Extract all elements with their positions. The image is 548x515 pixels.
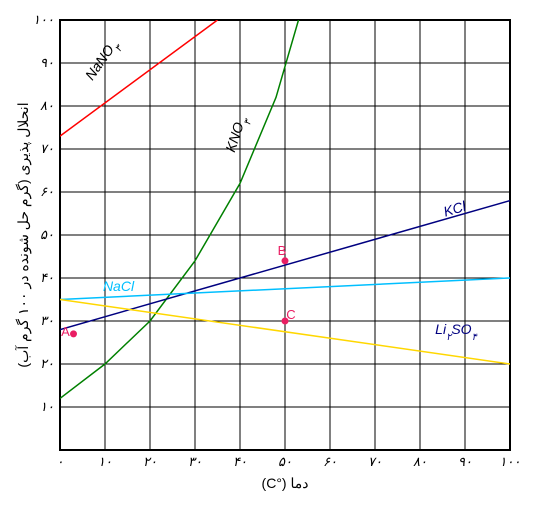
svg-text:۲۰: ۲۰ <box>143 454 157 469</box>
solubility-chart: ۰ ۱۰ ۲۰ ۳۰ ۴۰ ۵۰ ۶۰ ۷۰ ۸۰ ۹۰ ۱۰۰ ۱۰ ۲۰ ۳۰ ۴۰ ۵۰ ۶۰ ۷۰ ۸۰ ۹۰… <box>10 10 538 505</box>
svg-text:۷۰: ۷۰ <box>368 454 382 469</box>
svg-text:۸۰: ۸۰ <box>40 98 54 113</box>
svg-text:A: A <box>61 324 70 339</box>
svg-text:۶۰: ۶۰ <box>40 184 54 199</box>
svg-text:۵۰: ۵۰ <box>278 454 292 469</box>
svg-text:دما (°C): دما (°C) <box>262 475 309 491</box>
svg-text:NaCl: NaCl <box>103 278 135 294</box>
svg-text:B: B <box>278 243 287 258</box>
svg-text:۹۰: ۹۰ <box>40 55 54 70</box>
svg-text:انحلال پذیری (گرم حل شونده در: انحلال پذیری (گرم حل شونده در ۱۰۰ گرم آب… <box>14 102 32 367</box>
svg-text:۳۰: ۳۰ <box>40 313 54 328</box>
svg-text:۵۰: ۵۰ <box>40 227 54 242</box>
svg-text:۸۰: ۸۰ <box>413 454 427 469</box>
svg-text:۱۰۰: ۱۰۰ <box>500 454 521 469</box>
marker-A <box>70 330 77 337</box>
svg-text:۱۰: ۱۰ <box>98 454 112 469</box>
svg-text:۴۰: ۴۰ <box>233 454 247 469</box>
svg-text:۹۰: ۹۰ <box>458 454 472 469</box>
svg-text:۴۰: ۴۰ <box>40 270 54 285</box>
svg-text:۷۰: ۷۰ <box>40 141 54 156</box>
svg-text:۳۰: ۳۰ <box>188 454 202 469</box>
svg-text:۱۰: ۱۰ <box>40 399 54 414</box>
marker-B <box>282 257 289 264</box>
svg-text:۰: ۰ <box>57 454 64 469</box>
chart-svg: ۰ ۱۰ ۲۰ ۳۰ ۴۰ ۵۰ ۶۰ ۷۰ ۸۰ ۹۰ ۱۰۰ ۱۰ ۲۰ ۳۰ ۴۰ ۵۰ ۶۰ ۷۰ ۸۰ ۹۰… <box>10 10 538 505</box>
svg-text:۱۰۰: ۱۰۰ <box>33 12 54 27</box>
svg-text:۶۰: ۶۰ <box>323 454 337 469</box>
svg-text:C: C <box>286 307 295 322</box>
svg-text:۲۰: ۲۰ <box>40 356 54 371</box>
